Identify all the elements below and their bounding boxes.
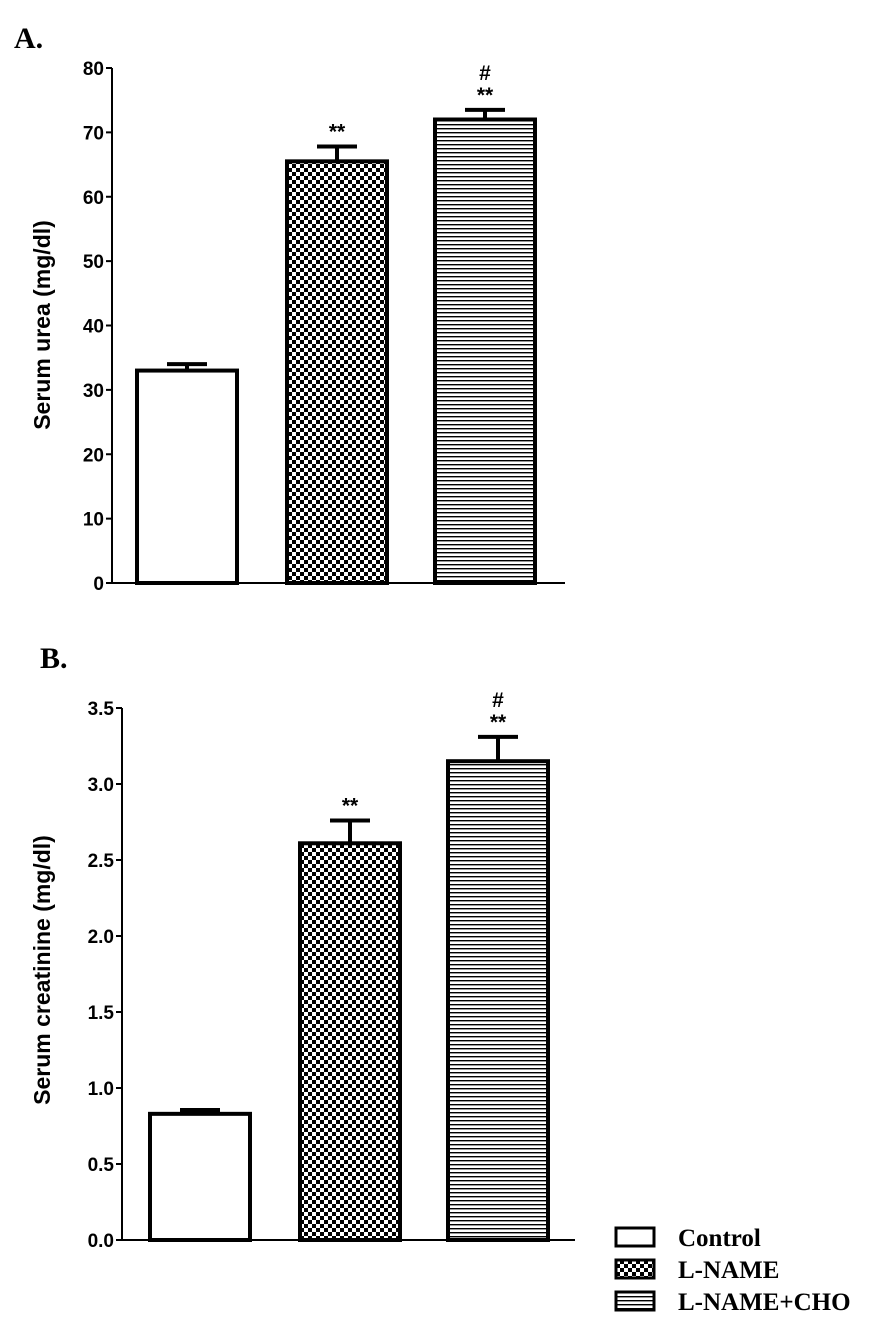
panel-a-significance-l-name-cho: # (479, 62, 491, 85)
panel-a: A. Serum urea (mg/dl) 01020304050607080 … (14, 22, 565, 595)
panel-a-y-tick-label: 50 (83, 252, 104, 273)
panel-a-y-tick-label: 80 (83, 59, 104, 80)
panel-a-y-tick-label: 10 (83, 510, 104, 531)
panel-a-bar-l-name (285, 159, 389, 585)
panel-a-significance: **#** (329, 62, 494, 144)
legend-label-control: Control (678, 1225, 761, 1252)
panel-a-significance-l-name: ** (329, 121, 346, 144)
panel-a-label: A. (14, 22, 43, 55)
panel-a-y-tick-label: 40 (83, 317, 104, 338)
panel-b-y-tick-label: 0.0 (88, 1231, 114, 1252)
panel-b-bars (148, 734, 550, 1243)
legend-swatch-control (614, 1226, 656, 1248)
panel-b-bar-control (148, 1111, 252, 1242)
panel-a-bars (135, 107, 537, 585)
panel-a-y-axis-label: Serum urea (mg/dl) (29, 220, 55, 430)
panel-a-bar-control (135, 368, 239, 585)
panel-a-bar-l-name-cho (433, 117, 537, 585)
legend-swatch-l-name (614, 1258, 656, 1280)
legend-swatch-l-name-cho (614, 1290, 656, 1312)
legend: Control L-NAME L-NAME+CHO (614, 1225, 851, 1316)
legend-label-l-name: L-NAME (678, 1257, 779, 1284)
panel-a-significance-l-name-cho: ** (477, 84, 494, 107)
panel-b-y-tick-label: 2.0 (88, 927, 114, 948)
panel-b-significance-l-name-cho: ** (490, 711, 507, 734)
panel-b-y-tick-label: 3.5 (88, 699, 115, 720)
panel-a-y-tick-label: 20 (83, 445, 104, 466)
panel-a-y-tick-label: 30 (83, 381, 104, 402)
panel-b: B. Serum creatinine (mg/dl) 0.0 0.5 1.0 1.5… (29, 642, 575, 1252)
panel-b-y-ticks: 0.0 0.5 1.0 1.5 2.0 2.5 3.0 3.5 (88, 699, 122, 1252)
panel-a-y-tick-label: 0 (93, 574, 104, 595)
panel-b-bar-l-name-cho (446, 759, 550, 1242)
panel-b-y-tick-label: 0.5 (88, 1155, 115, 1176)
legend-label-l-name-cho: L-NAME+CHO (678, 1289, 851, 1316)
panel-b-significance-l-name-cho: # (492, 689, 504, 712)
panel-b-y-tick-label: 1.5 (88, 1003, 115, 1024)
panel-a-y-tick-label: 60 (83, 188, 104, 209)
panel-b-y-tick-label: 1.0 (88, 1079, 114, 1100)
panel-b-bar-l-name (298, 841, 402, 1243)
panel-b-y-tick-label: 3.0 (88, 775, 114, 796)
panel-a-y-ticks: 0 10 20 30 40 50 60 70 80 (83, 59, 112, 595)
panel-b-y-axis-label: Serum creatinine (mg/dl) (29, 835, 55, 1105)
panel-b-y-tick-label: 2.5 (88, 851, 115, 872)
panel-b-label: B. (40, 642, 68, 675)
panel-b-significance-l-name: ** (342, 794, 359, 817)
panel-a-y-tick-label: 70 (83, 123, 104, 144)
panel-b-significance: **#** (342, 689, 507, 818)
